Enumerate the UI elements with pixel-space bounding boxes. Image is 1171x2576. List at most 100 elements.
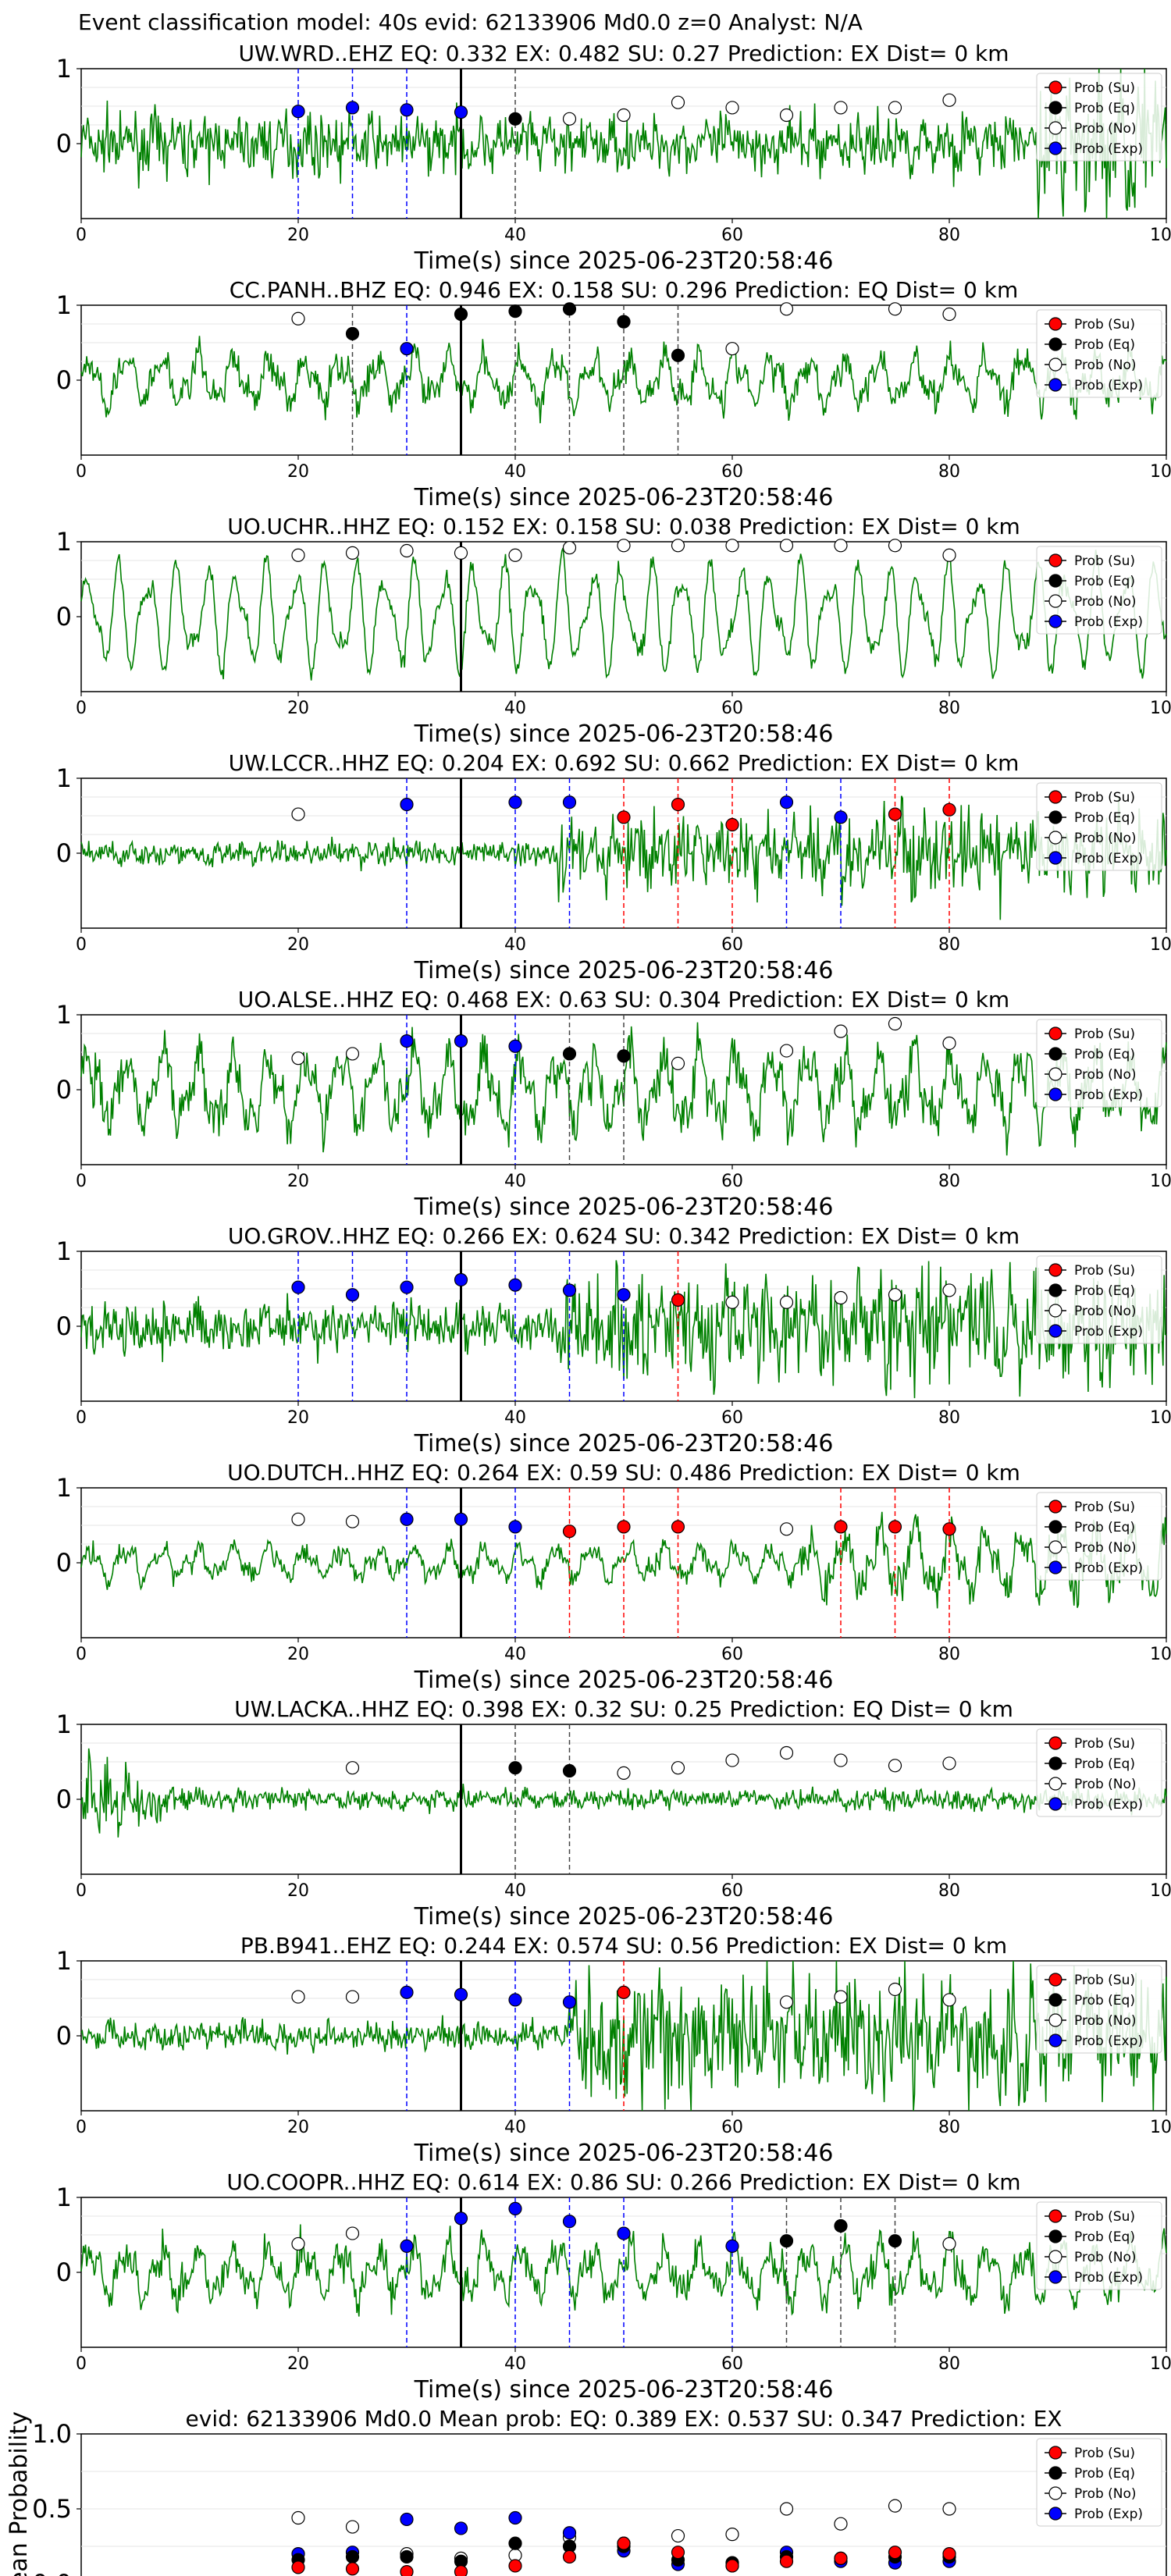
x-tick-label: 100: [1150, 226, 1171, 245]
legend-label-2: Prob (No): [1074, 831, 1137, 846]
legend-marker-3: [1048, 1560, 1062, 1574]
waveform-trace: [80, 2224, 1167, 2317]
legend-label-3: Prob (Exp): [1074, 2270, 1143, 2286]
prob-marker-no: [725, 2528, 739, 2542]
y-tick-label: 0: [56, 129, 72, 158]
y-tick-label: 1: [56, 2183, 72, 2212]
legend-box: [1036, 2201, 1162, 2290]
panel-title: CC.PANH..BHZ EQ: 0.946 EX: 0.158 SU: 0.2…: [230, 277, 1019, 303]
legend-marker-0: [1048, 80, 1062, 94]
x-tick-label: 40: [504, 1408, 526, 1428]
legend-marker-2: [1048, 1304, 1062, 1318]
legend-marker-3: [1048, 378, 1062, 392]
y-tick-label: 1: [56, 54, 72, 84]
prob-marker-no: [834, 539, 848, 553]
prob-marker-exp: [617, 2226, 631, 2240]
x-tick-label: 0: [76, 1408, 87, 1428]
legend-marker-1: [1048, 1993, 1062, 2007]
x-tick-label: 60: [721, 2118, 743, 2137]
x-tick-label: 40: [504, 935, 526, 955]
x-axis-label: Time(s) since 2025-06-23T20:58:46: [414, 1667, 834, 1694]
legend-label-2: Prob (No): [1074, 1540, 1137, 1556]
prob-marker-su: [888, 807, 902, 821]
prob-marker-no: [834, 1990, 848, 2004]
prob-marker-no: [291, 807, 305, 821]
legend-label-2: Prob (No): [1074, 1304, 1137, 1319]
x-tick-label: 60: [721, 1172, 743, 1191]
prob-marker-su: [942, 2547, 956, 2561]
prob-marker-no: [291, 2510, 305, 2525]
legend-label-0: Prob (Su): [1074, 1736, 1135, 1752]
x-tick-label: 20: [287, 1172, 309, 1191]
legend-marker-2: [1048, 2486, 1062, 2500]
prob-marker-exp: [345, 101, 360, 115]
legend-label-3: Prob (Exp): [1074, 141, 1143, 157]
prob-marker-no: [400, 543, 414, 558]
legend-marker-1: [1048, 1520, 1062, 1534]
x-tick-label: 0: [76, 1881, 87, 1901]
legend-marker-2: [1048, 594, 1062, 608]
prob-marker-eq: [508, 112, 522, 126]
x-tick-label: 60: [721, 1881, 743, 1901]
legend-label-0: Prob (Su): [1074, 317, 1135, 333]
y-tick-label: 0: [56, 1784, 72, 1814]
prob-marker-eq: [562, 302, 577, 316]
prob-marker-no: [779, 1995, 794, 2009]
legend-label-1: Prob (Eq): [1074, 2229, 1135, 2245]
x-tick-label: 80: [938, 2354, 960, 2374]
x-tick-label: 0: [76, 226, 87, 245]
legend-marker-0: [1048, 1736, 1062, 1750]
legend-marker-2: [1048, 2250, 1062, 2264]
x-tick-label: 100: [1150, 935, 1171, 955]
legend-marker-3: [1048, 2270, 1062, 2284]
prob-marker-su: [508, 2559, 522, 2573]
prob-marker-su: [671, 1520, 685, 1534]
legend-marker-0: [1048, 317, 1062, 331]
prob-marker-no: [834, 1753, 848, 1767]
prob-marker-su: [562, 1525, 577, 1539]
x-tick-label: 40: [504, 1172, 526, 1191]
prob-marker-exp: [400, 797, 414, 812]
x-tick-label: 40: [504, 2354, 526, 2374]
legend-label-1: Prob (Eq): [1074, 2466, 1135, 2482]
legend-label-1: Prob (Eq): [1074, 101, 1135, 116]
legend-marker-1: [1048, 2466, 1062, 2480]
prob-marker-no: [725, 342, 739, 356]
prob-marker-exp: [400, 1512, 414, 1526]
prob-marker-exp: [400, 1034, 414, 1048]
prob-marker-no: [942, 1036, 956, 1051]
x-tick-label: 60: [721, 2354, 743, 2374]
prob-marker-su: [942, 1522, 956, 1536]
legend-marker-3: [1048, 2507, 1062, 2521]
x-tick-label: 40: [504, 462, 526, 482]
prob-marker-exp: [400, 2512, 414, 2527]
legend-label-0: Prob (Su): [1074, 790, 1135, 806]
x-axis-label: Time(s) since 2025-06-23T20:58:46: [414, 1194, 834, 1221]
prob-marker-exp: [454, 2521, 468, 2535]
waveform-trace: [80, 1748, 1167, 1838]
legend-label-1: Prob (Eq): [1074, 1520, 1135, 1535]
legend-3: Prob (Su) Prob (Eq) Prob (No) Prob (Exp): [1036, 782, 1162, 871]
prob-marker-no: [562, 541, 577, 555]
prob-marker-eq: [345, 326, 360, 341]
prob-marker-eq: [779, 2234, 794, 2248]
prob-marker-no: [779, 539, 794, 553]
legend-label-3: Prob (Exp): [1074, 1087, 1143, 1103]
prob-marker-no: [345, 1514, 360, 1528]
legend-label-0: Prob (Su): [1074, 1026, 1135, 1042]
prob-marker-no: [725, 101, 739, 115]
legend-label-0: Prob (Su): [1074, 2446, 1135, 2461]
legend-marker-0: [1048, 790, 1062, 804]
prob-marker-no: [834, 101, 848, 115]
x-tick-label: 80: [938, 1172, 960, 1191]
prob-marker-eq: [400, 2549, 414, 2564]
legend-box: [1036, 1255, 1162, 1344]
prob-marker-no: [291, 548, 305, 562]
prob-marker-eq: [888, 2234, 902, 2248]
panel-0: UW.WRD..EHZ EQ: 0.332 EX: 0.482 SU: 0.27…: [56, 41, 1171, 275]
panel-6: UO.DUTCH..HHZ EQ: 0.264 EX: 0.59 SU: 0.4…: [56, 1460, 1171, 1694]
x-tick-label: 100: [1150, 1172, 1171, 1191]
y-tick-label: 0: [56, 602, 72, 632]
waveform-trace: [80, 68, 1167, 219]
x-tick-label: 100: [1150, 1645, 1171, 1664]
